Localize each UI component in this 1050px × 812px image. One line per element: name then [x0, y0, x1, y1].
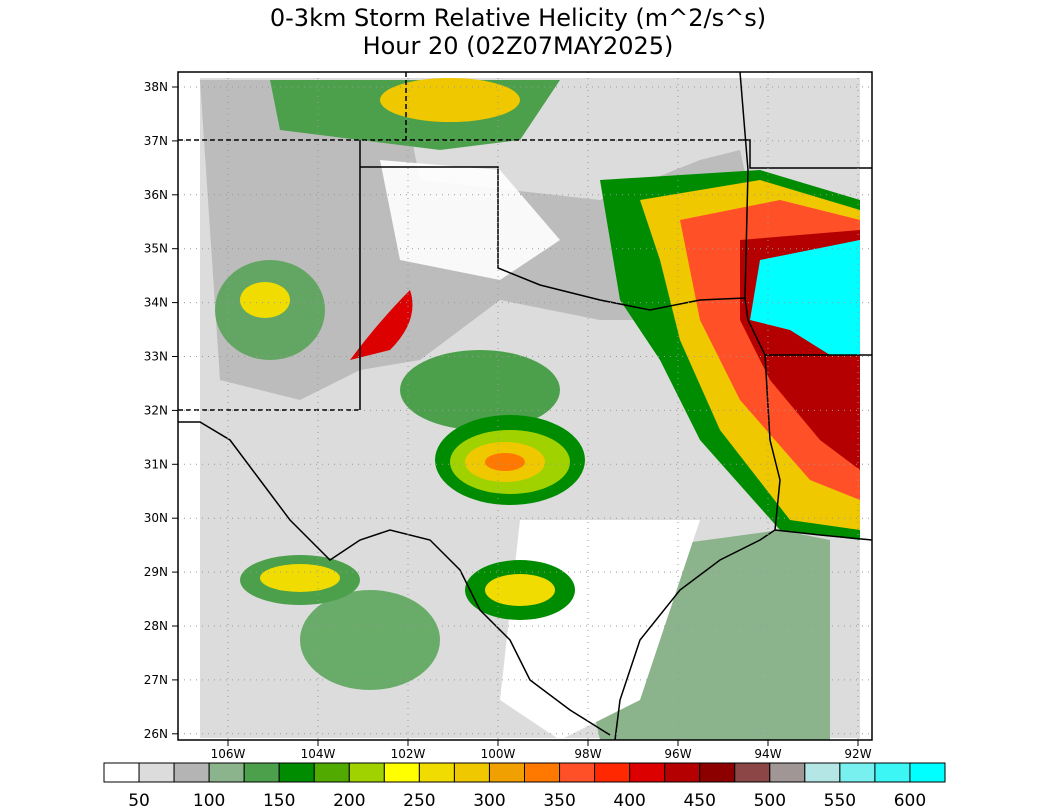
axis-labels: 38N 37N 36N 35N 34N 33N 32N 31N 30N 29N 28N 27N 26N 1… — [144, 80, 872, 761]
colorbar-swatch — [103, 762, 140, 783]
colorbar-label: 250 — [403, 791, 435, 811]
colorbar-swatch — [909, 762, 946, 783]
lon-label: 102W — [391, 747, 426, 761]
lon-label: 94W — [754, 747, 781, 761]
colorbar-swatch — [173, 762, 210, 783]
colorbar-swatch — [734, 762, 771, 783]
colorbar-swatch — [699, 762, 736, 783]
lat-label: 26N — [144, 727, 168, 741]
colorbar-swatch — [874, 762, 911, 783]
colorbar-label: 400 — [613, 791, 645, 811]
lat-label: 29N — [144, 565, 168, 579]
lat-label: 36N — [144, 188, 168, 202]
lon-label: 104W — [301, 747, 336, 761]
colorbar-swatch — [804, 762, 841, 783]
lat-label: 33N — [144, 350, 168, 364]
lat-label: 35N — [144, 242, 168, 256]
colorbar-swatch — [348, 762, 385, 783]
colorbar-swatch — [278, 762, 315, 783]
colorbar-label: 550 — [824, 791, 856, 811]
colorbar-swatch — [313, 762, 350, 783]
lat-label: 38N — [144, 80, 168, 94]
colorbar-swatch — [559, 762, 596, 783]
lat-label: 30N — [144, 511, 168, 525]
colorbar-swatch — [383, 762, 420, 783]
colorbar-swatch — [769, 762, 806, 783]
colorbar-swatch — [138, 762, 175, 783]
colorbar-swatch — [524, 762, 561, 783]
colorbar-label: 300 — [473, 791, 505, 811]
title: 0-3km Storm Relative Helicity (m^2/s^s) — [270, 4, 766, 32]
colorbar-label: 100 — [193, 791, 225, 811]
lon-label: 100W — [481, 747, 516, 761]
colorbar-swatch — [208, 762, 245, 783]
lon-label: 106W — [211, 747, 246, 761]
lat-label: 32N — [144, 403, 168, 417]
lon-label: 92W — [844, 747, 871, 761]
lat-label: 34N — [144, 296, 168, 310]
lon-label: 98W — [574, 747, 601, 761]
lat-label: 31N — [144, 457, 168, 471]
colorbar-label: 500 — [754, 791, 786, 811]
colorbar-swatch — [629, 762, 666, 783]
lon-label: 96W — [664, 747, 691, 761]
colorbar-label: 50 — [128, 791, 150, 811]
lat-label: 37N — [144, 134, 168, 148]
colorbar-swatch — [488, 762, 526, 783]
colorbar-label: 600 — [894, 791, 926, 811]
colorbar-swatch — [418, 762, 455, 783]
colorbar-swatch — [839, 762, 876, 783]
colorbar-swatch — [594, 762, 631, 783]
colorbar-swatch — [243, 762, 280, 783]
map-frame — [177, 71, 873, 741]
colorbar-label: 450 — [683, 791, 715, 811]
lat-label: 28N — [144, 619, 168, 633]
colorbar-label: 200 — [333, 791, 365, 811]
colorbar-swatch — [664, 762, 701, 783]
colorbar-swatch — [453, 762, 490, 783]
lat-label: 27N — [144, 673, 168, 687]
colorbar: 50 100 150 200 250 300 350 400 450 500 550 600 — [103, 762, 946, 811]
colorbar-label: 150 — [263, 791, 295, 811]
subtitle: Hour 20 (02Z07MAY2025) — [363, 32, 674, 60]
colorbar-label: 350 — [543, 791, 575, 811]
map-field — [178, 71, 873, 741]
